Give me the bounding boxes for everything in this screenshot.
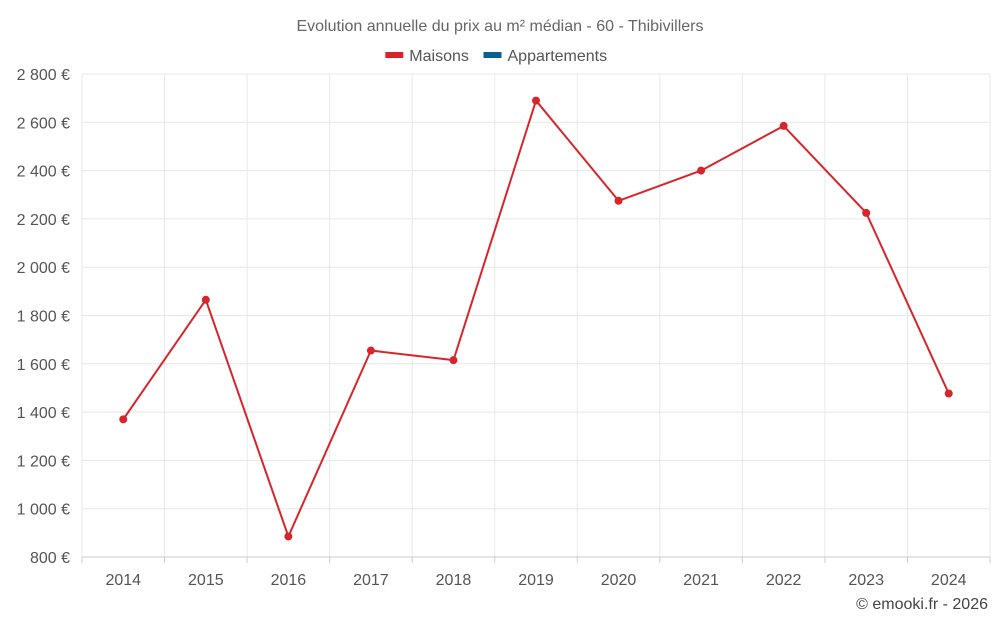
data-point[interactable] — [366, 346, 375, 355]
legend-swatch — [483, 52, 502, 58]
data-point[interactable] — [449, 356, 458, 365]
x-tick-label: 2022 — [766, 572, 802, 589]
series-layer — [119, 96, 953, 541]
y-tick-label: 2 800 € — [17, 67, 70, 84]
axes: 800 € 1 000 € 1 200 € 1 400 € 1 600 € 1 800 €… — [17, 67, 991, 589]
legend-label: Maisons — [409, 48, 469, 65]
x-tick-label: 2016 — [271, 572, 307, 589]
x-tick-label: 2023 — [848, 572, 884, 589]
legend-item-appartements[interactable]: Appartements — [483, 48, 608, 65]
x-tick-label: 2020 — [601, 572, 637, 589]
x-tick-label: 2021 — [683, 572, 719, 589]
y-tick-label: 800 € — [30, 550, 70, 567]
y-tick-label: 1 600 € — [17, 357, 70, 374]
x-tick-label: 2017 — [353, 572, 389, 589]
data-point[interactable] — [119, 415, 128, 424]
y-tick-label: 1 200 € — [17, 453, 70, 470]
data-point[interactable] — [779, 121, 788, 130]
y-tick-label: 1 000 € — [17, 502, 70, 519]
data-point[interactable] — [697, 166, 706, 175]
credit-text: © emooki.fr - 2026 — [856, 596, 988, 613]
y-tick-label: 2 600 € — [17, 115, 70, 132]
x-tick-label: 2018 — [436, 572, 472, 589]
y-tick-label: 1 800 € — [17, 309, 70, 326]
data-point[interactable] — [862, 208, 871, 217]
data-point[interactable] — [201, 295, 210, 304]
x-tick-label: 2024 — [931, 572, 967, 589]
chart-title: Evolution annuelle du prix au m² médian … — [296, 18, 703, 35]
data-point[interactable] — [614, 196, 623, 205]
legend-swatch — [385, 52, 404, 58]
data-point[interactable] — [284, 532, 293, 541]
y-tick-label: 1 400 € — [17, 405, 70, 422]
x-tick-label: 2015 — [188, 572, 224, 589]
data-point[interactable] — [532, 96, 540, 105]
x-tick-label: 2014 — [105, 572, 141, 589]
y-tick-label: 2 400 € — [17, 164, 70, 181]
data-point[interactable] — [944, 389, 953, 398]
legend-item-maisons[interactable]: Maisons — [385, 48, 469, 65]
legend-label: Appartements — [508, 48, 608, 65]
x-tick-label: 2019 — [518, 572, 554, 589]
gridlines — [81, 73, 991, 558]
y-tick-label: 2 000 € — [17, 260, 70, 277]
y-tick-label: 2 200 € — [17, 212, 70, 229]
legend: Maisons Appartements — [385, 48, 607, 65]
